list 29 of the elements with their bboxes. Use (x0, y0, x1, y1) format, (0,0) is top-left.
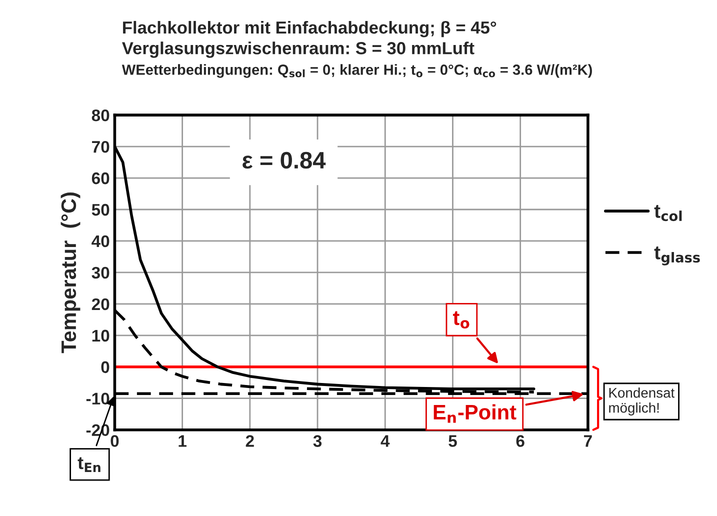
legend-label: t$_{col}$ (654, 205, 682, 222)
x-tick-label: 5 (448, 435, 457, 447)
x-tick-label: 2 (246, 435, 254, 447)
chart-subtitle: Verglasungszwischenraum: S = 30 mmLuft (122, 42, 474, 58)
x-tick-label: 6 (516, 435, 524, 447)
y-tick-label: 40 (92, 235, 110, 248)
y-tick-label: 20 (92, 298, 110, 310)
y-tick-label: 70 (92, 140, 110, 153)
y-tick-label: 50 (92, 204, 110, 216)
y-axis-title: Temperatur (°C) (60, 192, 80, 354)
ref-line-label: E$_{n}$-Point (434, 404, 516, 423)
x-tick-label: 0 (110, 435, 119, 447)
y-tick-label: -10 (86, 392, 110, 405)
x-tick-label: 3 (313, 435, 322, 447)
legend-label: t$_{glass}$ (654, 246, 700, 266)
x-tick-label: 1 (178, 435, 186, 447)
y-tick-label: 60 (92, 172, 110, 184)
x-tick-label: 7 (584, 435, 592, 447)
y-tick-label: 10 (92, 330, 110, 342)
annotation: ε = 0.84 (242, 152, 326, 169)
x-tick-label: 4 (380, 435, 390, 447)
annotation: t$_{En}$ (78, 457, 100, 472)
ref-line-label: t$_{o}$ (452, 311, 470, 329)
text: Kondensat möglich! (609, 388, 675, 416)
y-tick-label: 30 (92, 266, 110, 279)
y-tick-label: 0 (101, 361, 110, 374)
text: WEetterbedingungen: Q$_{sol}$ = 0; klarer Hi.; t$_{o}$ = 0°C; α$_{co}$ = 3.6 W/(m²K) (122, 64, 592, 78)
y-tick-label: 80 (92, 109, 110, 122)
chart-title: Flachkollektor mit Einfachabdeckung; β = 45° (123, 20, 496, 38)
